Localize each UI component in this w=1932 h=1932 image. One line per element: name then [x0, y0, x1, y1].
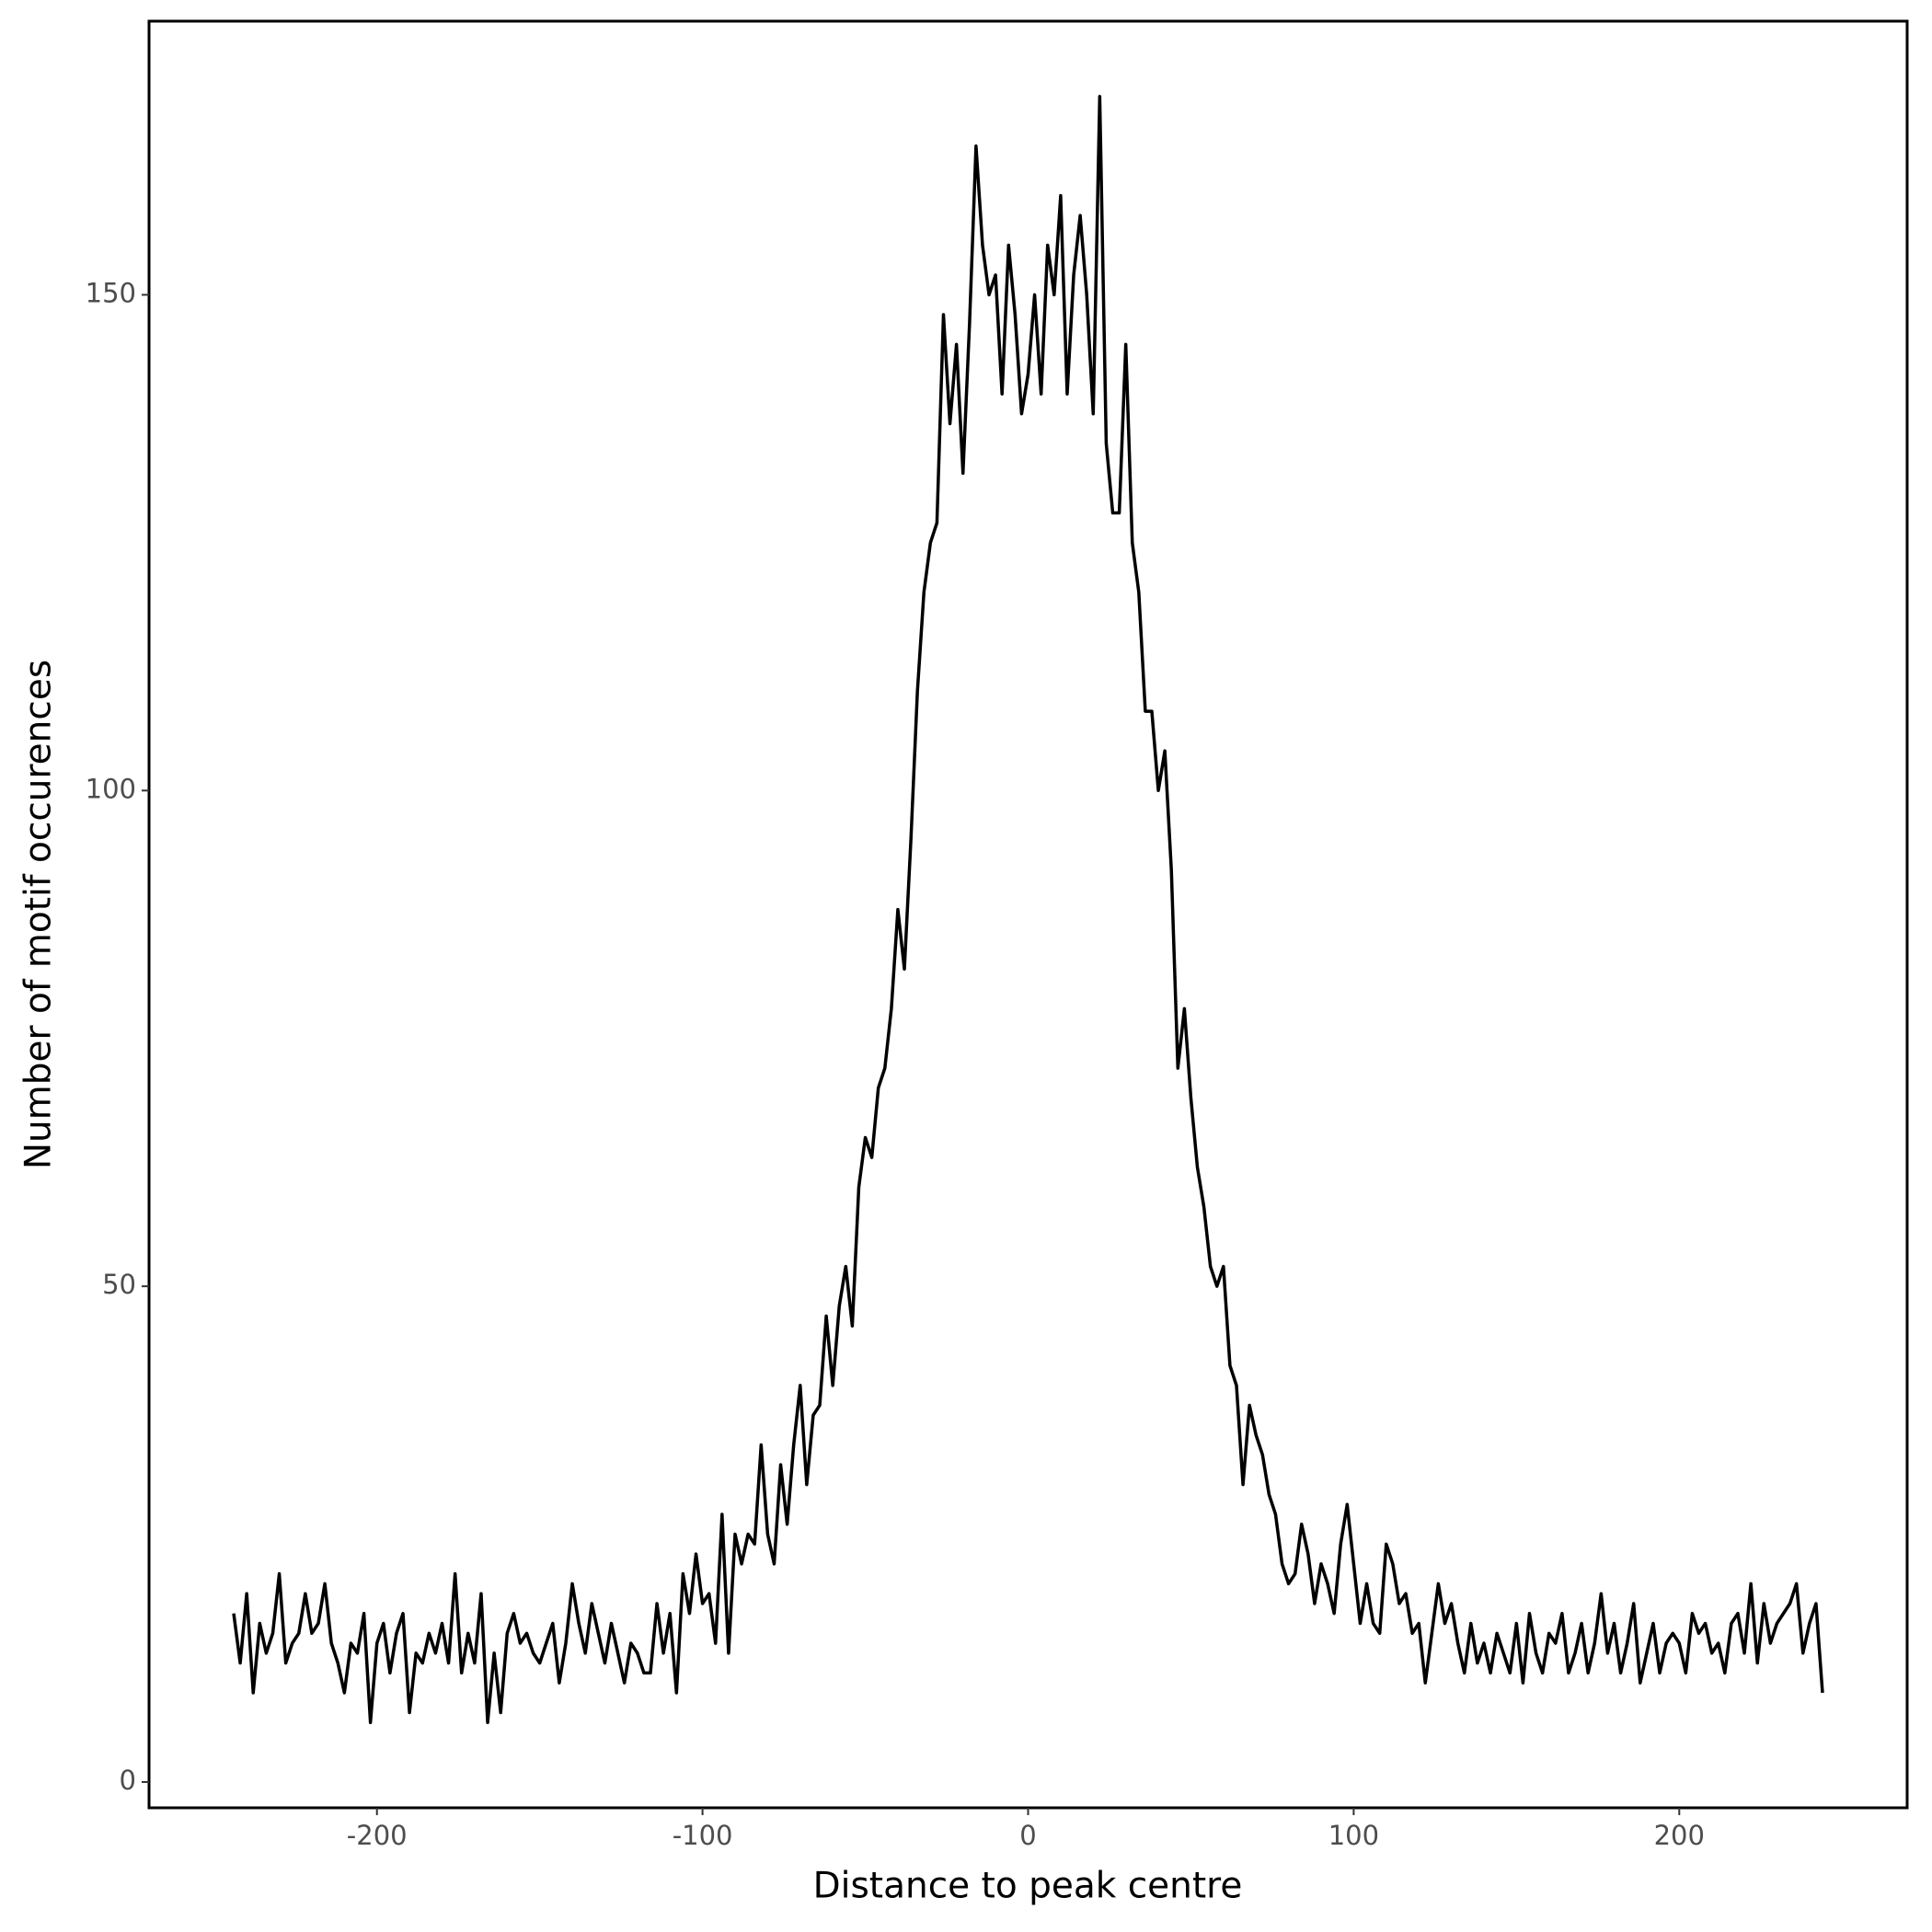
y-tick-label: 100	[86, 773, 136, 804]
x-axis-title: Distance to peak centre	[813, 1866, 1243, 1907]
y-tick-label: 0	[120, 1765, 136, 1796]
x-tick-label: -100	[673, 1820, 733, 1851]
y-tick-label: 150	[86, 277, 136, 308]
y-tick-label: 50	[102, 1269, 136, 1300]
data-line	[232, 95, 1824, 1725]
panel-border	[147, 19, 1909, 1810]
x-tick-label: 0	[1019, 1820, 1036, 1851]
x-tick-label: 200	[1654, 1820, 1705, 1851]
y-axis-title: Number of motif occurences	[18, 660, 60, 1169]
x-tick-label: 100	[1328, 1820, 1379, 1851]
x-tick-label: -200	[347, 1820, 408, 1851]
